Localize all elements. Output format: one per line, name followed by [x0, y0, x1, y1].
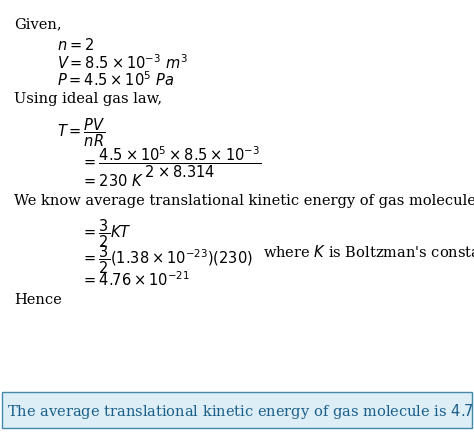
- Text: $n = 2$: $n = 2$: [57, 37, 94, 53]
- Text: $= \dfrac{4.5 \times 10^{5} \times 8.5 \times 10^{-3}}{2 \times 8.314}$: $= \dfrac{4.5 \times 10^{5} \times 8.5 \…: [81, 145, 261, 180]
- Text: Using ideal gas law,: Using ideal gas law,: [14, 92, 162, 106]
- Text: $= 230\ K$: $= 230\ K$: [81, 173, 144, 189]
- Text: $= \dfrac{3}{2}KT$: $= \dfrac{3}{2}KT$: [81, 217, 131, 249]
- Text: $P = 4.5 \times 10^{5}\ Pa$: $P = 4.5 \times 10^{5}\ Pa$: [57, 70, 174, 88]
- Text: Hence: Hence: [14, 292, 62, 306]
- Text: $T = \dfrac{PV}{nR}$: $T = \dfrac{PV}{nR}$: [57, 116, 105, 148]
- Text: We know average translational kinetic energy of gas molecule is,: We know average translational kinetic en…: [14, 194, 474, 208]
- FancyBboxPatch shape: [2, 392, 472, 428]
- Text: The average translational kinetic energy of gas molecule is $4.76 \times 10^{-21: The average translational kinetic energy…: [7, 399, 474, 421]
- Text: $V = 8.5 \times 10^{-3}\ m^3$: $V = 8.5 \times 10^{-3}\ m^3$: [57, 53, 188, 72]
- Text: Given,: Given,: [14, 18, 62, 32]
- Text: $= 4.76 \times 10^{-21}$: $= 4.76 \times 10^{-21}$: [81, 269, 189, 288]
- Text: where $K$ is Boltzman's constant.: where $K$ is Boltzman's constant.: [263, 243, 474, 259]
- Text: $= \dfrac{3}{2}(1.38 \times 10^{-23})(230)$: $= \dfrac{3}{2}(1.38 \times 10^{-23})(23…: [81, 243, 253, 276]
